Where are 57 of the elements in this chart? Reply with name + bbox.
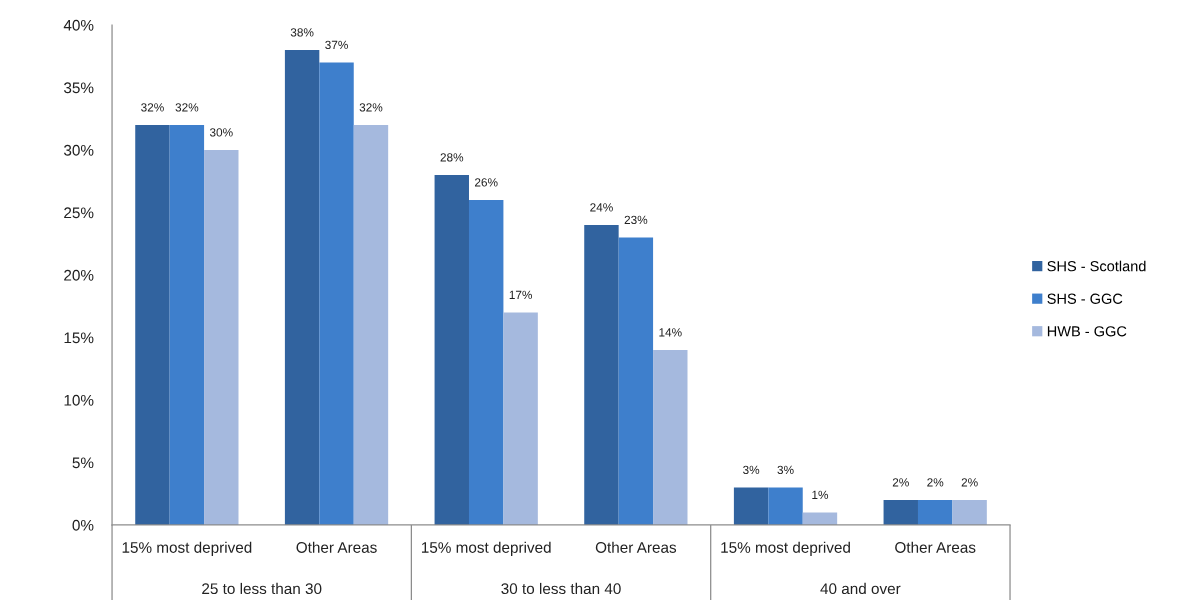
data-label: 2%	[961, 478, 978, 487]
data-label: 14%	[659, 328, 682, 337]
y-tick-label: 20%	[64, 269, 94, 281]
data-label: 26%	[474, 178, 498, 187]
bar	[768, 487, 803, 525]
data-label: 32%	[175, 103, 199, 112]
data-label: 28%	[440, 153, 464, 162]
data-label: 3%	[743, 465, 760, 475]
bar	[169, 125, 205, 525]
bar	[733, 487, 769, 525]
x-tick-label: Other Areas	[595, 541, 677, 553]
text: 30 to less than 40	[501, 582, 621, 595]
data-label: 32%	[141, 103, 164, 112]
data-label: 2%	[927, 478, 944, 487]
bar	[917, 500, 953, 525]
bar	[135, 125, 170, 525]
data-label: 2%	[892, 478, 909, 487]
bar	[204, 150, 239, 525]
x-tick-label: Other Areas	[296, 541, 377, 553]
bar	[503, 312, 538, 525]
legend-label: HWB - GGC	[1047, 326, 1127, 337]
x-tick-label: 15% most deprived	[122, 541, 252, 556]
bar	[883, 500, 918, 525]
text: 25 to less than 30	[202, 582, 322, 595]
bar	[653, 350, 688, 525]
data-label: 23%	[624, 215, 648, 225]
bar	[284, 50, 320, 525]
y-tick-label: 5%	[72, 457, 94, 469]
bar	[618, 237, 654, 525]
bar	[434, 175, 469, 525]
y-tick-label: 30%	[63, 144, 94, 156]
data-label: 3%	[777, 465, 794, 475]
x-tick-label: Other Areas	[895, 541, 976, 553]
data-label: 38%	[290, 28, 314, 37]
data-label: 37%	[325, 40, 348, 50]
legend-label: SHS - Scotland	[1047, 260, 1146, 272]
legend-label: SHS - GGC	[1047, 293, 1123, 304]
y-tick-label: 35%	[63, 82, 94, 94]
bar	[319, 62, 354, 525]
bar	[802, 512, 838, 525]
y-tick-label: 40%	[63, 19, 94, 31]
y-tick-label: 25%	[64, 207, 94, 219]
data-label: 1%	[812, 490, 829, 500]
data-label: 32%	[359, 103, 383, 112]
bar	[468, 200, 504, 525]
x-tick-label: 15% most deprived	[721, 541, 850, 556]
y-tick-label: 10%	[64, 394, 94, 406]
data-label: 30%	[209, 128, 233, 137]
data-label: 24%	[590, 203, 613, 212]
bar	[353, 125, 389, 525]
bar	[584, 225, 619, 525]
bar	[952, 500, 987, 525]
text: 40 and over	[820, 582, 901, 595]
y-tick-label: 15%	[64, 332, 94, 344]
y-tick-label: 0%	[72, 519, 94, 531]
data-label: 17%	[509, 290, 533, 300]
x-tick-label: 15% most deprived	[421, 541, 551, 556]
